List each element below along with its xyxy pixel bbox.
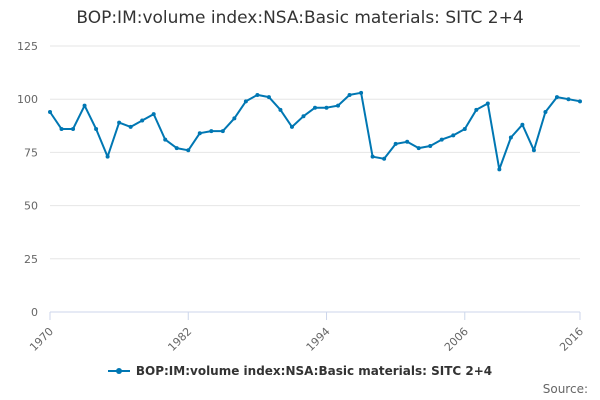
data-point[interactable]: [554, 95, 559, 100]
data-point[interactable]: [197, 131, 202, 136]
data-point[interactable]: [382, 156, 387, 161]
legend-label[interactable]: BOP:IM:volume index:NSA:Basic materials:…: [135, 364, 493, 378]
data-point[interactable]: [255, 92, 260, 97]
data-point[interactable]: [416, 146, 421, 151]
x-tick-label: 1970: [27, 325, 56, 354]
data-point[interactable]: [347, 92, 352, 97]
data-point[interactable]: [578, 99, 582, 104]
data-point[interactable]: [128, 124, 133, 129]
source-label: Source:: [542, 382, 588, 396]
data-point[interactable]: [163, 137, 168, 142]
data-point[interactable]: [485, 101, 490, 106]
grid-lines: [50, 45, 580, 260]
legend[interactable]: BOP:IM:volume index:NSA:Basic materials:…: [0, 364, 600, 378]
data-point[interactable]: [370, 154, 375, 159]
data-point[interactable]: [186, 148, 191, 153]
x-tick-label: 1994: [304, 325, 333, 354]
data-point[interactable]: [566, 97, 571, 102]
axes: 0 25 50 75 100 125 1970 1982 1994 2006 2016: [17, 40, 586, 354]
data-point[interactable]: [508, 135, 513, 140]
y-tick-label: 125: [17, 40, 38, 53]
data-point[interactable]: [324, 105, 329, 110]
data-point[interactable]: [174, 146, 179, 151]
x-tick-label: 2016: [557, 325, 586, 354]
data-point[interactable]: [428, 144, 433, 149]
data-point[interactable]: [140, 118, 145, 123]
data-point[interactable]: [543, 109, 548, 114]
data-point[interactable]: [266, 95, 271, 100]
data-point[interactable]: [451, 133, 456, 138]
series-line: [49, 91, 581, 171]
chart-title: BOP:IM:volume index:NSA:Basic materials:…: [76, 8, 524, 28]
data-point[interactable]: [520, 122, 525, 127]
data-point[interactable]: [301, 114, 306, 119]
y-tick-label: 0: [31, 306, 38, 319]
data-point[interactable]: [94, 126, 99, 131]
data-point[interactable]: [117, 120, 122, 125]
data-point[interactable]: [209, 129, 214, 134]
data-point[interactable]: [82, 103, 87, 108]
legend-marker-icon: [115, 368, 122, 374]
x-tick-label: 1982: [165, 325, 194, 354]
y-tick-label: 50: [24, 200, 38, 213]
data-point[interactable]: [278, 107, 283, 112]
data-point[interactable]: [313, 105, 317, 110]
y-tick-label: 100: [17, 93, 38, 106]
data-point[interactable]: [48, 109, 52, 114]
data-point[interactable]: [393, 141, 398, 146]
y-tick-label: 75: [24, 146, 38, 159]
data-point[interactable]: [243, 99, 248, 104]
x-tick-label: 2006: [442, 325, 471, 354]
data-point[interactable]: [289, 124, 294, 129]
data-point[interactable]: [474, 107, 479, 112]
data-point[interactable]: [232, 116, 237, 121]
data-point[interactable]: [105, 154, 110, 159]
data-point[interactable]: [151, 112, 156, 117]
data-point[interactable]: [531, 148, 536, 153]
data-point[interactable]: [405, 139, 410, 144]
data-point[interactable]: [439, 137, 444, 142]
data-point[interactable]: [462, 126, 467, 131]
series-layer: [48, 90, 582, 172]
data-point[interactable]: [71, 126, 76, 131]
data-point[interactable]: [497, 167, 502, 172]
data-point[interactable]: [59, 126, 64, 131]
data-point[interactable]: [359, 90, 364, 95]
data-point[interactable]: [220, 129, 225, 134]
data-point[interactable]: [336, 103, 341, 108]
y-tick-label: 25: [24, 253, 38, 266]
legend-swatch: [107, 366, 130, 376]
